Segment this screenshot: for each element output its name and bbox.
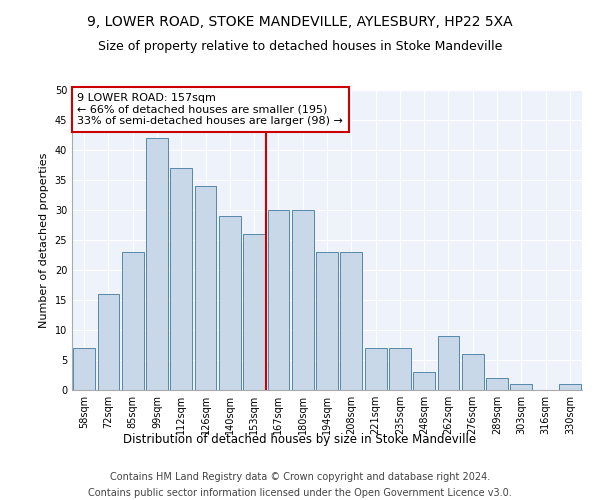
- Bar: [97, 294, 119, 390]
- Bar: [194, 186, 217, 390]
- Bar: [73, 348, 95, 390]
- Text: Size of property relative to detached houses in Stoke Mandeville: Size of property relative to detached ho…: [98, 40, 502, 53]
- Bar: [389, 348, 411, 390]
- Bar: [170, 168, 192, 390]
- Bar: [511, 384, 532, 390]
- Bar: [122, 252, 143, 390]
- Text: Contains public sector information licensed under the Open Government Licence v3: Contains public sector information licen…: [88, 488, 512, 498]
- Bar: [462, 354, 484, 390]
- Bar: [268, 210, 289, 390]
- Bar: [559, 384, 581, 390]
- Bar: [292, 210, 314, 390]
- Text: 9, LOWER ROAD, STOKE MANDEVILLE, AYLESBURY, HP22 5XA: 9, LOWER ROAD, STOKE MANDEVILLE, AYLESBU…: [87, 15, 513, 29]
- Y-axis label: Number of detached properties: Number of detached properties: [39, 152, 49, 328]
- Bar: [219, 216, 241, 390]
- Text: 9 LOWER ROAD: 157sqm
← 66% of detached houses are smaller (195)
33% of semi-deta: 9 LOWER ROAD: 157sqm ← 66% of detached h…: [77, 93, 343, 126]
- Bar: [316, 252, 338, 390]
- Bar: [146, 138, 168, 390]
- Bar: [486, 378, 508, 390]
- Text: Contains HM Land Registry data © Crown copyright and database right 2024.: Contains HM Land Registry data © Crown c…: [110, 472, 490, 482]
- Bar: [243, 234, 265, 390]
- Bar: [437, 336, 460, 390]
- Text: Distribution of detached houses by size in Stoke Mandeville: Distribution of detached houses by size …: [124, 432, 476, 446]
- Bar: [413, 372, 435, 390]
- Bar: [340, 252, 362, 390]
- Bar: [365, 348, 386, 390]
